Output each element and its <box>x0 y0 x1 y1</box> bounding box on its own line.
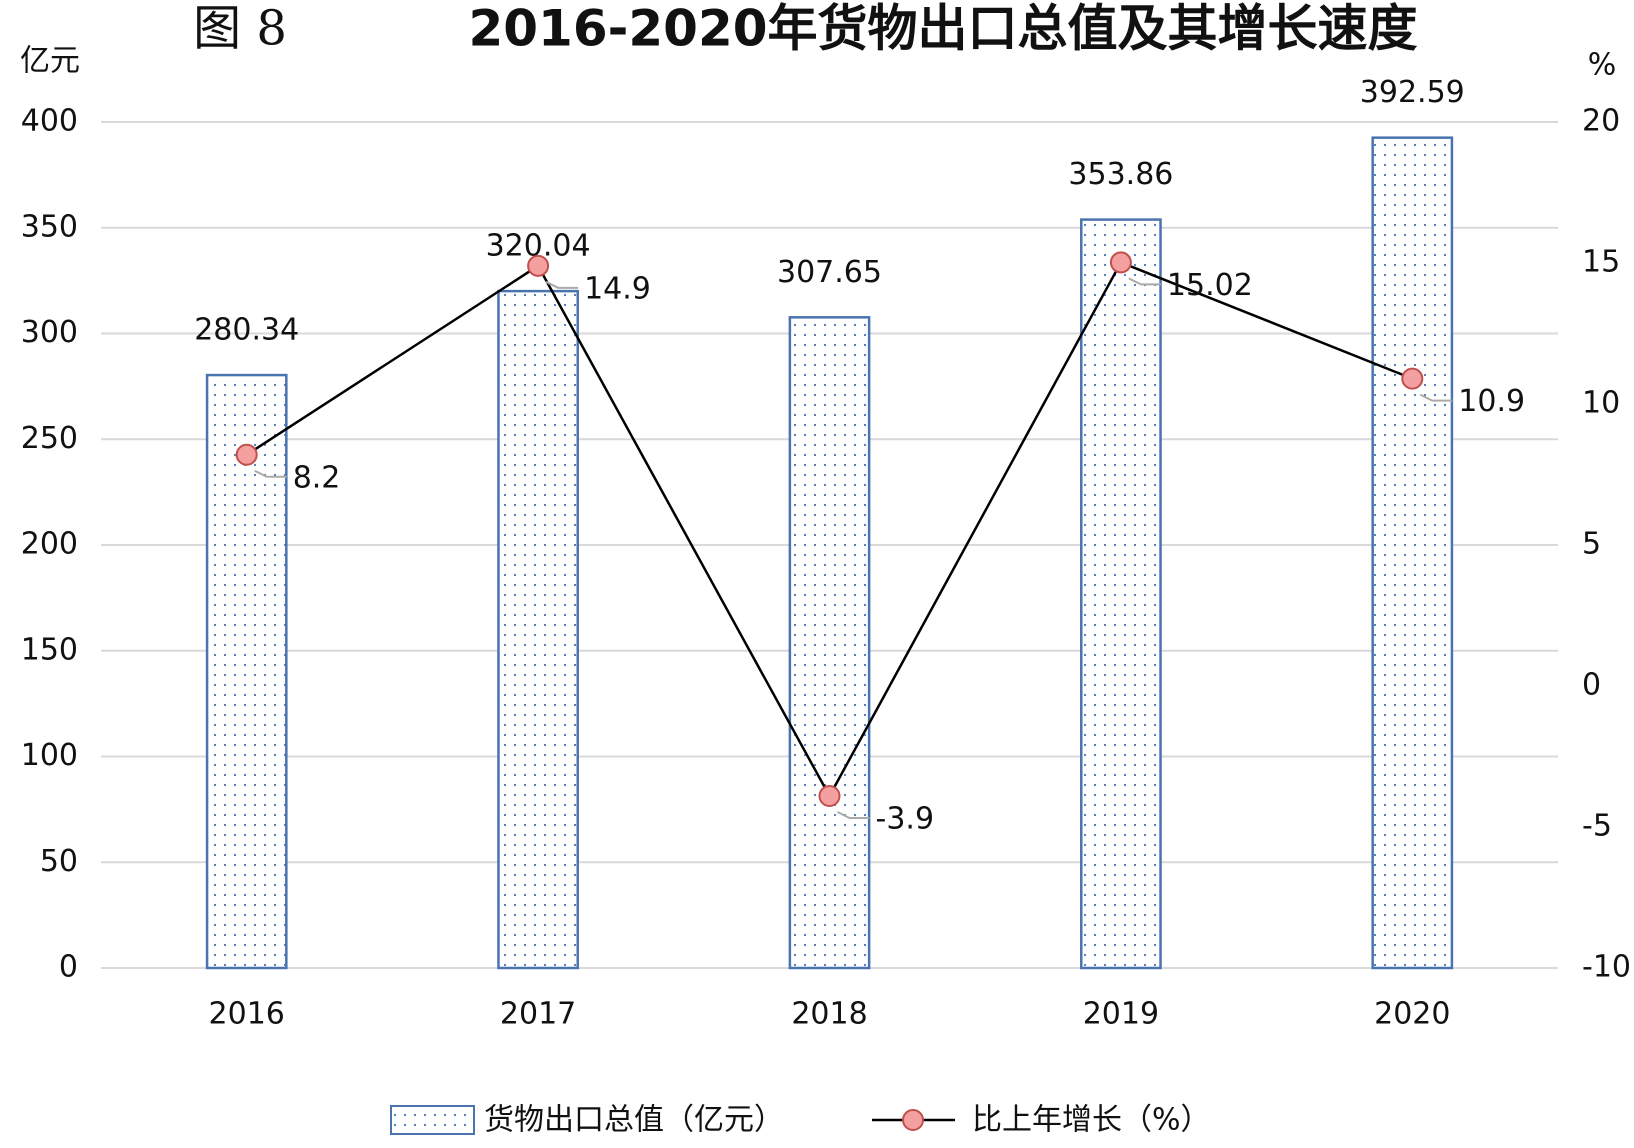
figure-label: 图 8 <box>193 1 287 57</box>
x-tick-label: 2016 <box>209 997 285 1032</box>
y2-tick-label: -5 <box>1582 809 1612 844</box>
bar <box>1371 136 1454 970</box>
chart-title: 2016-2020年货物出口总值及其增长速度 <box>468 0 1417 58</box>
marker <box>818 784 841 807</box>
y-tick-label: 0 <box>59 950 78 985</box>
data-label: 14.9 <box>584 271 651 306</box>
x-tick-label: 2018 <box>791 997 867 1032</box>
y-tick-label: 250 <box>21 421 78 456</box>
marker <box>1401 367 1424 390</box>
y2-tick-label: 15 <box>1582 245 1620 280</box>
leader-line <box>545 280 579 289</box>
marker <box>1109 251 1132 274</box>
legend-label: 比上年增长（%） <box>972 1103 1211 1138</box>
marker <box>235 443 258 466</box>
legend-label: 货物出口总值（亿元） <box>484 1103 784 1138</box>
leader-line <box>254 469 287 478</box>
y2-tick-label: 10 <box>1582 386 1620 421</box>
x-tick-label: 2019 <box>1083 997 1159 1032</box>
data-label: 280.34 <box>194 313 299 348</box>
bar <box>788 316 871 970</box>
data-label: 307.65 <box>777 255 882 290</box>
y-tick-label: 400 <box>21 104 78 139</box>
data-label: 392.59 <box>1360 75 1465 110</box>
y-tick-label: 200 <box>21 527 78 562</box>
legend-swatch <box>390 1105 475 1135</box>
data-label: 15.02 <box>1167 268 1253 303</box>
legend-swatch <box>902 1109 924 1131</box>
leader-line <box>1419 393 1453 402</box>
marker <box>527 254 550 277</box>
y-tick-label: 300 <box>21 315 78 350</box>
bar <box>205 373 288 970</box>
x-tick-label: 2020 <box>1374 997 1450 1032</box>
y-tick-label: 50 <box>40 844 78 879</box>
data-label: 10.9 <box>1458 384 1525 419</box>
y-tick-label: 100 <box>21 738 78 773</box>
y2-axis-label: % <box>1588 48 1617 83</box>
legend: 货物出口总值（亿元） 比上年增长（%） <box>390 1103 1211 1138</box>
bar <box>1080 218 1162 970</box>
y2-tick-label: 0 <box>1582 668 1601 703</box>
y2-tick-label: -10 <box>1582 950 1631 985</box>
leader-line <box>837 811 870 819</box>
data-label: -3.9 <box>876 801 935 836</box>
bar <box>497 289 579 970</box>
y-tick-label: 150 <box>21 632 78 667</box>
leader-line <box>1128 277 1161 286</box>
y-axis-label: 亿元 <box>20 44 80 79</box>
y2-tick-label: 20 <box>1582 104 1620 139</box>
data-label: 353.86 <box>1068 157 1173 192</box>
y-tick-label: 350 <box>21 209 78 244</box>
data-label: 8.2 <box>293 460 341 495</box>
y2-tick-label: 5 <box>1582 527 1601 562</box>
x-tick-label: 2017 <box>500 997 576 1032</box>
